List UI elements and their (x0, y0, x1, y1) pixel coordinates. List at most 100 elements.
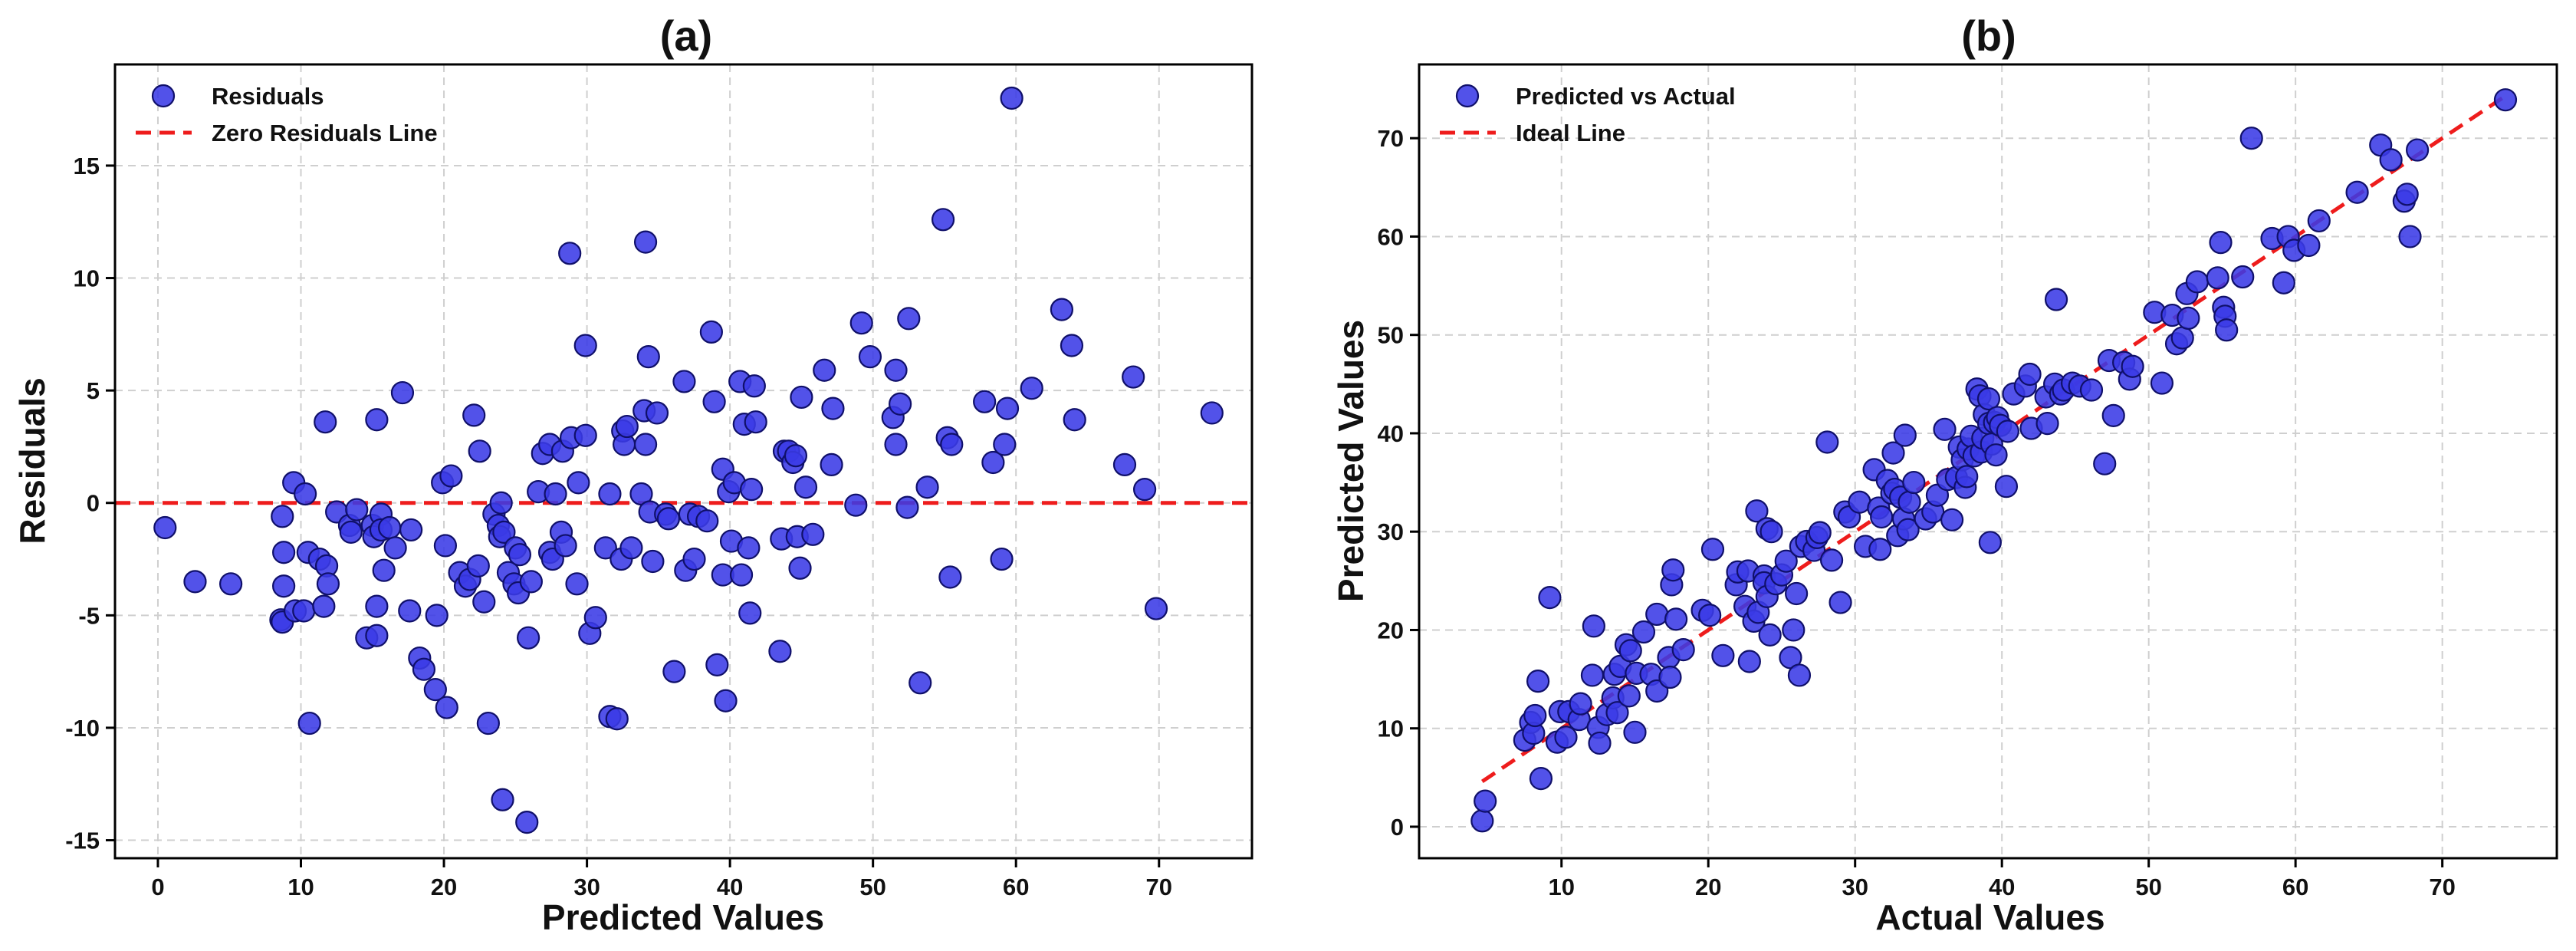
data-point (339, 520, 363, 544)
data-point (390, 380, 415, 405)
data-point (940, 433, 964, 456)
data-point (365, 594, 389, 618)
data-point (695, 509, 719, 533)
data-point (1996, 420, 2019, 443)
data-point (2307, 209, 2331, 233)
data-point (2395, 183, 2419, 206)
data-point (1898, 490, 1921, 514)
panel-b-ticks: 10 20 30 40 50 60 70 0 10 20 30 40 50 60 70 (1378, 125, 2456, 900)
panel-a-x-tick-label: 0 (151, 874, 164, 900)
data-point (1664, 607, 1688, 631)
data-point (619, 536, 643, 560)
panel-b-frame (1418, 63, 2558, 860)
data-point (466, 554, 490, 578)
data-point (2345, 180, 2369, 204)
legend-predicted-vs-actual-label: Predicted vs Actual (1516, 83, 1736, 110)
data-point (544, 482, 567, 506)
data-point (1538, 586, 1562, 610)
data-point (737, 536, 761, 560)
data-point (423, 677, 447, 702)
data-point (292, 599, 316, 623)
data-point (742, 374, 766, 398)
panel-a-y-tick-label: 15 (74, 153, 100, 179)
data-point (2206, 266, 2229, 290)
data-point (476, 711, 500, 735)
data-point (645, 401, 669, 425)
data-point (1698, 604, 1722, 627)
data-point (790, 385, 813, 410)
data-point (2272, 271, 2295, 295)
panel-b-points (1470, 88, 2518, 833)
data-point (2239, 127, 2263, 150)
panel-a-y-tick-label: 5 (87, 377, 100, 404)
data-point (1902, 470, 1926, 495)
data-point (2405, 138, 2430, 162)
data-point (1529, 767, 1553, 791)
data-point (1474, 789, 1497, 813)
data-point (1774, 549, 1798, 573)
data-point (316, 572, 340, 596)
data-point (1122, 365, 1145, 389)
data-point (2215, 318, 2239, 342)
panel-b-y-tick-label: 10 (1378, 716, 1404, 742)
data-point (2297, 233, 2321, 258)
panel-a-x-tick-label: 40 (717, 874, 743, 900)
panel-a-x-tick-label: 10 (288, 874, 314, 900)
data-point (1737, 650, 1761, 673)
data-point (801, 522, 825, 546)
data-point (554, 534, 577, 558)
data-point (598, 482, 622, 506)
data-point (1671, 638, 1695, 662)
panel-a-y-tick-label: -15 (65, 828, 100, 854)
panel-a-residuals-plot: (a) 0 10 20 30 40 50 60 70 -15 -10 -5 0 5 10 15 Predic… (12, 12, 1254, 937)
panel-a-y-axis-label: Residuals (12, 377, 52, 544)
panel-a-frame (113, 63, 1254, 860)
data-point (573, 423, 597, 447)
data-point (821, 397, 845, 420)
data-point (738, 601, 762, 625)
data-point (794, 476, 818, 499)
data-point (378, 515, 402, 540)
data-point (2036, 412, 2059, 436)
data-point (567, 471, 590, 495)
data-point (938, 565, 962, 589)
data-point (593, 536, 617, 560)
data-point (714, 689, 738, 712)
data-point (372, 558, 396, 582)
panel-b-y-tick-label: 60 (1378, 223, 1404, 250)
data-point (702, 390, 726, 413)
data-point (1645, 602, 1669, 627)
panel-a-x-tick-label: 20 (431, 874, 457, 900)
data-point (705, 653, 729, 676)
data-point (1829, 591, 1852, 614)
data-point (1523, 703, 1547, 728)
data-point (297, 711, 321, 735)
panel-b-y-tick-label: 0 (1391, 814, 1404, 841)
panel-a-points (153, 86, 1224, 834)
data-point (1618, 639, 1642, 663)
data-point (1984, 443, 2008, 467)
panel-a-y-tick-label: 10 (74, 265, 100, 292)
data-point (583, 606, 607, 630)
data-point (508, 543, 532, 567)
data-point (272, 541, 296, 564)
data-point (784, 444, 808, 468)
data-point (2177, 306, 2200, 330)
data-point (1933, 417, 1957, 441)
data-point (2044, 288, 2068, 311)
data-point (435, 696, 458, 719)
panel-b-y-axis-label: Predicted Values (1331, 320, 1371, 602)
data-point (1623, 720, 1647, 744)
data-point (2079, 378, 2104, 402)
data-point (656, 507, 681, 531)
data-point (788, 556, 812, 580)
data-point (973, 390, 997, 413)
data-point (1700, 538, 1725, 561)
data-point (981, 450, 1005, 475)
data-point (2170, 326, 2194, 350)
data-point (314, 410, 337, 434)
data-point (909, 671, 932, 695)
data-point (183, 570, 207, 594)
data-point (740, 478, 764, 502)
